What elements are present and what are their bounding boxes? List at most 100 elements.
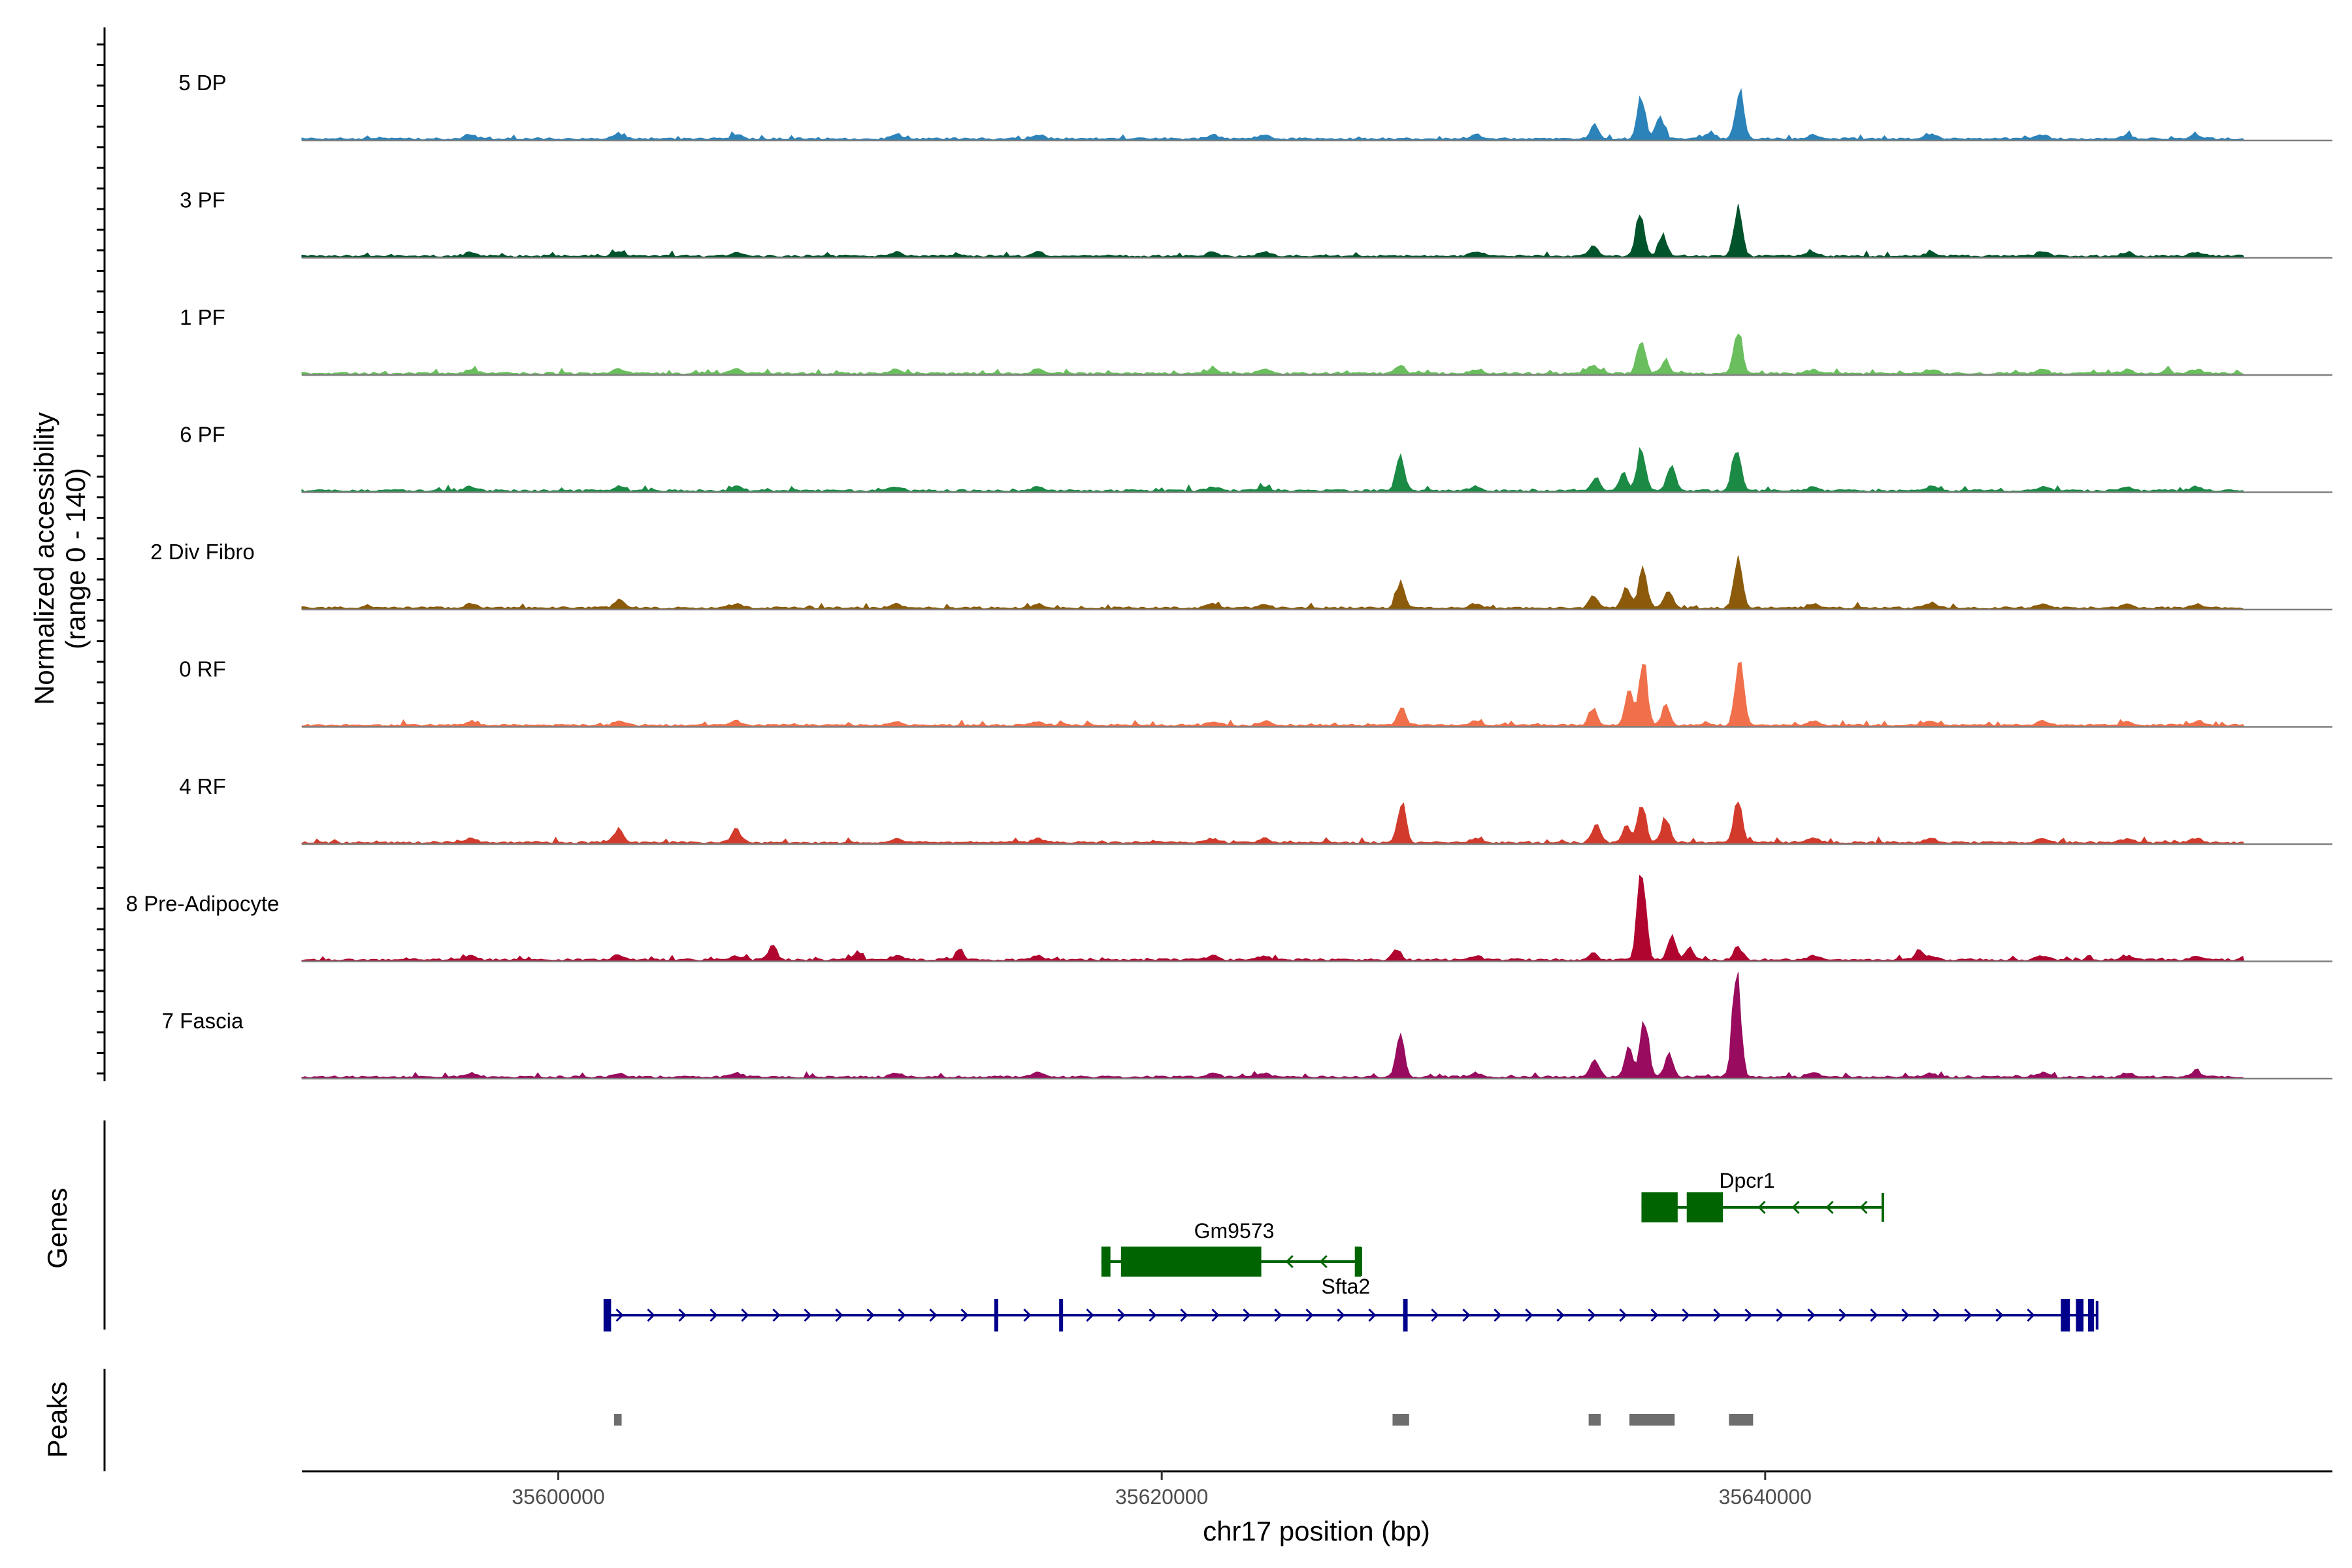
strand-chevron bbox=[1243, 1308, 1251, 1322]
gene-unnamed-transcript bbox=[603, 1299, 2099, 1331]
strand-chevron bbox=[1791, 1200, 1800, 1215]
strand-chevron bbox=[1285, 1254, 1294, 1269]
strand-chevron bbox=[1650, 1308, 1659, 1322]
strand-chevron bbox=[1744, 1308, 1753, 1322]
x-tick-label: 35620000 bbox=[1115, 1485, 1208, 1509]
track-label: 3 PF bbox=[180, 188, 225, 212]
strand-chevron bbox=[1086, 1308, 1094, 1322]
peaks-axis-title: Peaks bbox=[42, 1382, 73, 1458]
gene-exon bbox=[2061, 1299, 2070, 1331]
strand-chevron bbox=[1462, 1308, 1471, 1322]
track-label: 8 Pre-Adipocyte bbox=[126, 892, 280, 916]
gene-exon bbox=[2076, 1299, 2084, 1331]
strand-chevron bbox=[1838, 1308, 1847, 1322]
strand-chevron bbox=[1149, 1308, 1157, 1322]
strand-chevron bbox=[1776, 1308, 1784, 1322]
strand-chevron bbox=[1619, 1308, 1627, 1322]
genes-panel: Dpcr1 Gm9573 Sfta2 bbox=[603, 1169, 2099, 1331]
strand-chevron bbox=[741, 1308, 749, 1322]
coverage-area bbox=[301, 555, 2246, 610]
track-7-fascia: 7 Fascia bbox=[162, 972, 2332, 1080]
coverage-area bbox=[301, 447, 2246, 493]
gene-exon bbox=[1403, 1299, 1408, 1331]
strand-chevron bbox=[615, 1308, 624, 1322]
strand-chevron bbox=[1995, 1308, 2004, 1322]
strand-chevron bbox=[1556, 1308, 1565, 1322]
strand-chevron bbox=[1870, 1308, 1878, 1322]
strand-chevron bbox=[960, 1308, 969, 1322]
track-label: 2 Div Fibro bbox=[150, 540, 255, 564]
track-4-rf: 4 RF bbox=[179, 774, 2332, 845]
strand-chevron bbox=[1211, 1308, 1220, 1322]
gene-exon bbox=[1101, 1247, 1111, 1277]
coverage-area bbox=[301, 333, 2246, 376]
gene-gm9573 bbox=[1101, 1247, 1362, 1277]
peak-region bbox=[1588, 1414, 1601, 1426]
strand-chevron bbox=[1588, 1308, 1596, 1322]
strand-chevron bbox=[2027, 1308, 2035, 1322]
track-8-pre-adipocyte: 8 Pre-Adipocyte bbox=[126, 874, 2332, 962]
gene-exon bbox=[1686, 1192, 1723, 1222]
gene-exon bbox=[2087, 1299, 2095, 1331]
peak-region bbox=[613, 1414, 622, 1426]
track-6-pf: 6 PF bbox=[180, 423, 2332, 493]
gene-label-sfta2: Sfta2 bbox=[1322, 1275, 1371, 1298]
strand-chevron bbox=[929, 1308, 938, 1322]
strand-chevron bbox=[1431, 1308, 1439, 1322]
gene-exon bbox=[1059, 1299, 1064, 1331]
track-label: 4 RF bbox=[179, 774, 226, 798]
strand-chevron bbox=[1180, 1308, 1188, 1322]
strand-chevron bbox=[1964, 1308, 1972, 1322]
x-axis-title: chr17 position (bp) bbox=[1203, 1516, 1430, 1546]
coverage-area bbox=[301, 801, 2245, 845]
track-label: 6 PF bbox=[180, 423, 225, 447]
genes-axis-title: Genes bbox=[42, 1188, 73, 1269]
gene-label-gm9573: Gm9573 bbox=[1194, 1219, 1275, 1243]
strand-chevron bbox=[835, 1308, 843, 1322]
track-label: 1 PF bbox=[180, 305, 225, 329]
x-tick-label: 35640000 bbox=[1719, 1485, 1812, 1509]
strand-chevron bbox=[898, 1308, 906, 1322]
gene-exon bbox=[1354, 1247, 1361, 1277]
strand-chevron bbox=[710, 1308, 718, 1322]
coverage-area bbox=[301, 972, 2246, 1079]
strand-chevron bbox=[1682, 1308, 1690, 1322]
x-tick-label: 35600000 bbox=[512, 1485, 604, 1509]
peak-region bbox=[1729, 1414, 1754, 1426]
peak-region bbox=[1392, 1414, 1409, 1426]
strand-chevron bbox=[1859, 1200, 1868, 1215]
strand-chevron bbox=[866, 1308, 875, 1322]
gene-exon bbox=[994, 1299, 998, 1331]
strand-chevron bbox=[1023, 1308, 1032, 1322]
track-5-dp: 5 DP bbox=[178, 71, 2332, 142]
peak-region bbox=[1629, 1414, 1675, 1426]
strand-chevron bbox=[1305, 1308, 1314, 1322]
strand-chevron bbox=[1274, 1308, 1282, 1322]
track-label: 7 Fascia bbox=[162, 1009, 244, 1033]
gene-exon bbox=[1641, 1192, 1678, 1222]
strand-chevron bbox=[772, 1308, 781, 1322]
strand-chevron bbox=[1525, 1308, 1533, 1322]
y-axis-title-line2: (range 0 - 140) bbox=[60, 468, 91, 649]
strand-chevron bbox=[1901, 1308, 1910, 1322]
strand-chevron bbox=[678, 1308, 687, 1322]
peaks-panel bbox=[613, 1414, 1754, 1426]
strand-chevron bbox=[1117, 1308, 1126, 1322]
track-label: 5 DP bbox=[178, 71, 226, 95]
track-1-pf: 1 PF bbox=[180, 305, 2332, 376]
coverage-area bbox=[301, 661, 2245, 727]
strand-chevron bbox=[1825, 1200, 1834, 1215]
gene-label-dpcr1: Dpcr1 bbox=[1719, 1169, 1774, 1192]
strand-chevron bbox=[1807, 1308, 1816, 1322]
gene-dpcr1 bbox=[1641, 1192, 1884, 1222]
coverage-tracks: 5 DP 3 PF 1 PF 6 PF 2 Div Fibro 0 RF 4 RF 8 Pre… bbox=[126, 71, 2332, 1080]
coverage-area bbox=[301, 874, 2245, 962]
x-axis: 35600000 35620000 35640000 bbox=[302, 1470, 2332, 1509]
gene-exon bbox=[1120, 1247, 1262, 1277]
left-axes bbox=[97, 27, 106, 1471]
strand-chevron bbox=[1757, 1200, 1766, 1215]
coverage-area bbox=[301, 88, 2245, 141]
track-2-div-fibro: 2 Div Fibro bbox=[150, 540, 2332, 611]
coverage-area bbox=[301, 204, 2245, 258]
